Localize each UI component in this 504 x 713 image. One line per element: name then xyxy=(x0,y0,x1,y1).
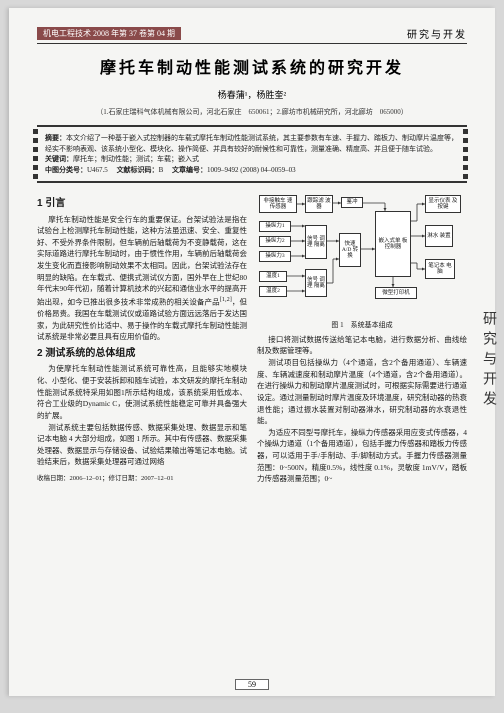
node-temp2: 温度2 xyxy=(259,286,287,297)
section1-title: 1 引言 xyxy=(37,196,247,212)
abstract-label: 摘要： xyxy=(45,134,66,142)
section2-title: 2 测试系统的总体组成 xyxy=(37,346,247,362)
clc-label: 中图分类号： xyxy=(45,166,87,174)
clc: U467.5 xyxy=(87,166,108,174)
affiliation: （1.石家庄瑞科气体机械有限公司，河北石家庄 650061；2.廊坊市机械研究所… xyxy=(37,107,467,117)
doc-label: 文献标识码： xyxy=(117,166,159,174)
node-water: 淋水 装置 xyxy=(425,225,453,247)
page-number: 59 xyxy=(235,679,269,690)
node-filter: 跟踪滤 波器 xyxy=(305,195,333,213)
side-section-label: 研究与开发 xyxy=(480,311,500,411)
node-temp1: 温度1 xyxy=(259,271,287,282)
page: 机电工程技术 2008 年第 37 卷第 04 期 研究与开发 摩托车制动性能测… xyxy=(9,8,495,696)
authors: 杨春蒲¹，杨胜奎² xyxy=(37,88,467,101)
figure-caption: 图 1 系统基本组成 xyxy=(257,320,467,331)
doc-code: B xyxy=(159,166,164,174)
header: 机电工程技术 2008 年第 37 卷第 04 期 研究与开发 xyxy=(37,26,467,41)
abstract-text: 摘要：本文介绍了一种基于嵌入式控制器的车载式摩托车制动性能测试系统，其主要参数有… xyxy=(39,131,465,177)
node-sig2: 信号 调理 隔离 xyxy=(305,269,327,297)
section-name: 研究与开发 xyxy=(407,26,467,41)
node-ad: 快速 A/D 转换 xyxy=(339,233,361,267)
node-display: 显示仪表 及按键 xyxy=(425,195,461,213)
keywords-label: 关键词： xyxy=(45,155,73,163)
node-pulse: 鉴冲 xyxy=(341,197,363,208)
node-laptop: 笔记本 电脑 xyxy=(425,259,455,279)
col2-para1: 接口将测试数据传送给笔记本电脑，进行数据分析、曲线绘制及数据管理等。 xyxy=(257,334,467,357)
node-force2: 操纵力2 xyxy=(259,236,291,247)
header-rule xyxy=(37,43,467,44)
col2-para2: 测试项目包括操纵力（4个通道，含2个备用通道）、车辆速度、车辆减速度和制动摩片温… xyxy=(257,357,467,427)
section2-para1: 为使摩托车制动性能测试系统可靠性高，且能够实地模块化、小型化、便于安装拆卸和随车… xyxy=(37,363,247,421)
section1-para1: 摩托车制动性能是安全行车的重要保证。台架试验法是指在试验台上检测摩托车制动性能，… xyxy=(37,214,247,343)
abstract-content: 本文介绍了一种基于嵌入式控制器的车载式摩托车制动性能测试系统，其主要参数有车速、… xyxy=(45,134,458,153)
article-label: 文章编号： xyxy=(172,166,207,174)
col2-para3: 为适应不同型号摩托车，操纵力传感器采用应变式传感器，4个操纵力通道（1个备用通道… xyxy=(257,427,467,485)
body-columns: 1 引言 摩托车制动性能是安全行车的重要保证。台架试验法是指在试验台上检测摩托车… xyxy=(37,193,467,485)
journal-badge: 机电工程技术 2008 年第 37 卷第 04 期 xyxy=(37,27,181,40)
figure-1: 非接触车 速传感器 操纵力1 操纵力2 操纵力3 温度1 温度2 跟踪滤 波器 … xyxy=(257,193,467,331)
article-id: 1009–9492 (2008) 04–0059–03 xyxy=(207,166,296,174)
column-left: 1 引言 摩托车制动性能是安全行车的重要保证。台架试验法是指在试验台上检测摩托车… xyxy=(37,193,247,485)
figure-diagram: 非接触车 速传感器 操纵力1 操纵力2 操纵力3 温度1 温度2 跟踪滤 波器 … xyxy=(257,193,467,318)
paper-title: 摩托车制动性能测试系统的研究开发 xyxy=(37,54,467,78)
node-printer: 微型打印机 xyxy=(375,287,417,299)
section2-para2: 测试系统主要包括数据传感、数据采集处理、数据显示和笔记本电脑 4 大部分组成，如… xyxy=(37,422,247,469)
film-strip-right xyxy=(463,127,471,181)
dates: 收稿日期：2006–12–01；修订日期：2007–12–01 xyxy=(37,474,247,484)
node-force1: 操纵力1 xyxy=(259,221,291,232)
keywords: 摩托车；制动性能；测试；车载；嵌入式 xyxy=(73,155,199,163)
column-right: 非接触车 速传感器 操纵力1 操纵力2 操纵力3 温度1 温度2 跟踪滤 波器 … xyxy=(257,193,467,485)
node-controller: 嵌入式单 板控制器 xyxy=(375,211,411,277)
node-force3: 操纵力3 xyxy=(259,251,291,262)
node-sensor: 非接触车 速传感器 xyxy=(259,195,297,213)
abstract-box: 摘要：本文介绍了一种基于嵌入式控制器的车载式摩托车制动性能测试系统，其主要参数有… xyxy=(37,125,467,183)
node-sig1: 信号 调理 隔离 xyxy=(305,225,327,259)
film-strip-left xyxy=(33,127,41,181)
ref-marker: [1,2] xyxy=(220,296,232,303)
